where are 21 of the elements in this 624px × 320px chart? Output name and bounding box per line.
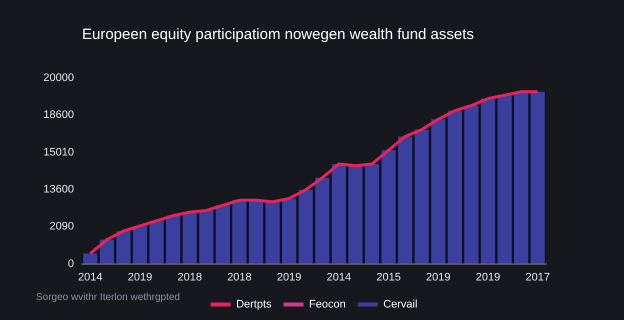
text: 2090 xyxy=(50,220,74,233)
x-tick-label: 2018 xyxy=(177,271,202,284)
chart-title: Europeen equity participatiom nowegen wealth fund assets xyxy=(82,26,474,44)
text: 13600 xyxy=(43,184,74,196)
text: Sorgeo wvithr Iterlon wethrgpted xyxy=(36,292,180,303)
x-tick-label: 2019 xyxy=(276,271,302,284)
x-tick-label: 2019 xyxy=(476,271,500,284)
legend-label: Feocon xyxy=(309,298,346,311)
x-tick-label: 2019 xyxy=(128,271,152,284)
x-tick-label: 2014 xyxy=(78,271,103,284)
x-tick-label: 2015 xyxy=(376,271,401,284)
text: 18600 xyxy=(43,109,74,122)
text: 20000 xyxy=(43,72,74,84)
legend-label: Cervail xyxy=(383,298,418,311)
text: 0 xyxy=(68,258,74,270)
x-tick-label: 2019 xyxy=(426,271,451,284)
x-tick-label: 2017 xyxy=(525,271,550,284)
x-tick-label: 2014 xyxy=(326,271,352,284)
text: 15010 xyxy=(43,146,74,158)
x-tick-label: 2018 xyxy=(227,271,252,284)
legend-label: Dertpts xyxy=(236,298,272,311)
